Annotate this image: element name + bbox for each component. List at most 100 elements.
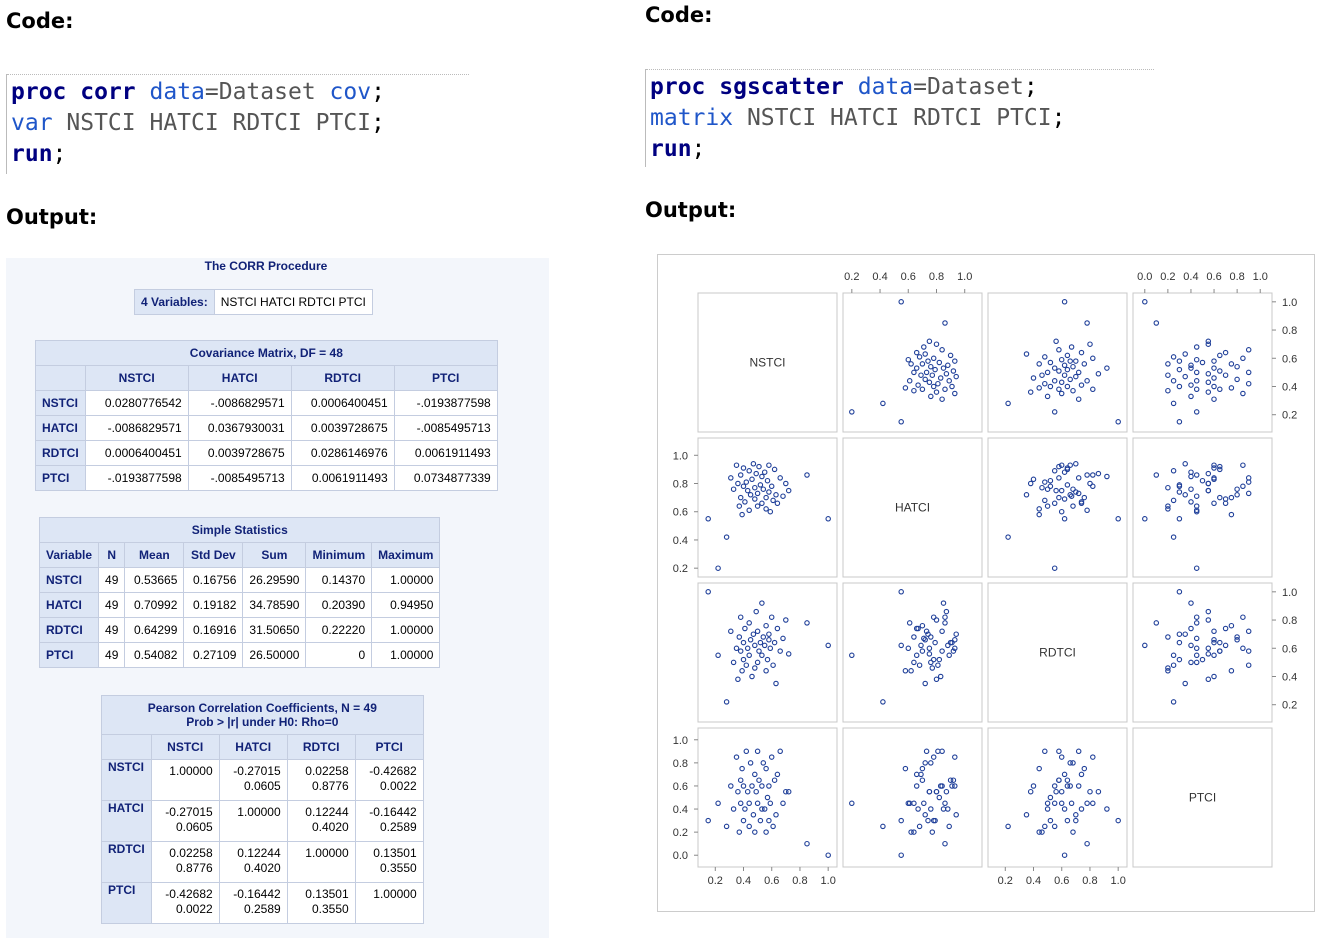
tick-label: 0.8 xyxy=(673,479,688,491)
simple-cell: 0.22220 xyxy=(305,617,373,643)
data-point xyxy=(921,800,927,807)
tick-label: 0.4 xyxy=(1282,381,1297,393)
data-point xyxy=(1228,511,1235,518)
simple-cell: 0.54082 xyxy=(124,642,185,668)
simple-cell: 1.00000 xyxy=(371,642,441,668)
cov-row-header: RDTCI xyxy=(35,440,86,466)
data-point xyxy=(1193,344,1200,350)
pearson-col-header: PTCI xyxy=(354,734,424,760)
data-point xyxy=(913,652,920,659)
data-point xyxy=(1115,419,1121,425)
data-point xyxy=(766,637,772,643)
data-point xyxy=(1081,765,1088,772)
pearson-cell: -0.27015 0.0605 xyxy=(218,759,288,801)
data-point xyxy=(1005,534,1011,540)
data-point xyxy=(1228,622,1235,629)
tick-label: 1.0 xyxy=(1282,297,1297,309)
data-point xyxy=(1222,372,1229,378)
cov-col-header: PTCI xyxy=(393,365,498,391)
data-point xyxy=(1165,634,1171,640)
data-point xyxy=(1165,484,1171,491)
data-point xyxy=(1170,497,1177,504)
data-point xyxy=(730,806,737,812)
data-point xyxy=(1090,472,1096,478)
data-point xyxy=(1176,639,1183,646)
data-point xyxy=(898,852,904,858)
simple-cell: 0.16916 xyxy=(183,617,244,643)
data-point xyxy=(918,642,924,649)
data-point xyxy=(1176,483,1183,490)
data-point xyxy=(763,622,769,629)
data-point xyxy=(825,516,831,522)
data-point xyxy=(1027,480,1034,487)
code-token: =Dataset xyxy=(913,74,1024,100)
table-row: NSTCI 1.00000 -0.27015 0.0605 0.02258 0.8776-… xyxy=(101,759,424,801)
data-point xyxy=(949,383,955,390)
data-point xyxy=(754,800,761,807)
data-point xyxy=(1058,508,1065,515)
data-point xyxy=(942,614,948,620)
pearson-col-header: HATCI xyxy=(218,734,288,760)
variables-table: 4 Variables: NSTCI HATCI RDTCI PTCI xyxy=(134,289,373,315)
data-point xyxy=(1051,409,1058,415)
data-point xyxy=(736,634,743,640)
pearson-p: 0.0605 xyxy=(243,779,281,793)
data-point xyxy=(768,754,775,760)
data-point xyxy=(1245,369,1252,376)
data-point xyxy=(1205,341,1212,347)
data-point xyxy=(746,823,752,830)
pearson-p: 0.0022 xyxy=(175,902,213,916)
cov-cell: 0.0039728675 xyxy=(290,415,395,441)
data-point xyxy=(715,565,721,571)
data-point xyxy=(1084,800,1090,807)
data-point xyxy=(705,516,711,522)
cov-cell: 0.0061911493 xyxy=(393,440,498,466)
data-point xyxy=(774,625,781,632)
data-point xyxy=(933,788,940,795)
data-point xyxy=(743,479,750,485)
data-point xyxy=(1058,462,1065,468)
data-point xyxy=(1042,823,1048,830)
simple-cell: 49 xyxy=(98,592,126,618)
tick-label: 1.0 xyxy=(1282,587,1297,599)
data-point xyxy=(1051,500,1058,507)
data-point xyxy=(937,673,944,680)
code-token xyxy=(66,79,80,105)
table-row: RDTCI 0.02258 0.8776 0.12244 0.4020 1.00000 0.… xyxy=(101,841,424,883)
variables-label: 4 Variables: xyxy=(134,289,215,315)
pearson-p: 0.2589 xyxy=(379,820,417,834)
code-token: ; xyxy=(371,110,385,136)
data-point xyxy=(759,652,765,659)
data-point xyxy=(777,475,783,481)
data-point xyxy=(1205,651,1212,657)
data-point xyxy=(1222,496,1229,502)
data-point xyxy=(1058,379,1065,386)
data-point xyxy=(1193,493,1200,499)
data-point xyxy=(1165,665,1171,671)
cov-col-header: NSTCI xyxy=(84,365,189,391)
data-point xyxy=(922,812,928,818)
data-point xyxy=(1070,486,1076,492)
table-row: HATCI -.0086829571 0.0367930031 0.003972867… xyxy=(35,415,498,441)
data-point xyxy=(953,812,959,818)
data-point xyxy=(1170,400,1177,407)
data-point xyxy=(1245,347,1252,353)
data-point xyxy=(1245,648,1252,654)
data-point xyxy=(1084,320,1090,326)
data-point xyxy=(1228,494,1235,501)
data-point xyxy=(1205,379,1212,386)
data-point xyxy=(1090,386,1096,393)
cov-col-header: HATCI xyxy=(187,365,292,391)
data-point xyxy=(1104,806,1110,812)
data-point xyxy=(950,648,957,654)
data-point xyxy=(770,662,776,668)
pearson-cell: 1.00000 xyxy=(218,800,288,842)
data-point xyxy=(906,620,913,626)
pearson-cell: -0.16442 0.2589 xyxy=(218,882,288,924)
cov-cell: 0.0734877339 xyxy=(393,465,498,491)
pearson-p: 0.4020 xyxy=(243,861,281,875)
data-point xyxy=(1170,354,1177,360)
data-point xyxy=(1023,492,1030,498)
pearson-cell: 0.02258 0.8776 xyxy=(150,841,220,883)
data-point xyxy=(752,829,758,835)
